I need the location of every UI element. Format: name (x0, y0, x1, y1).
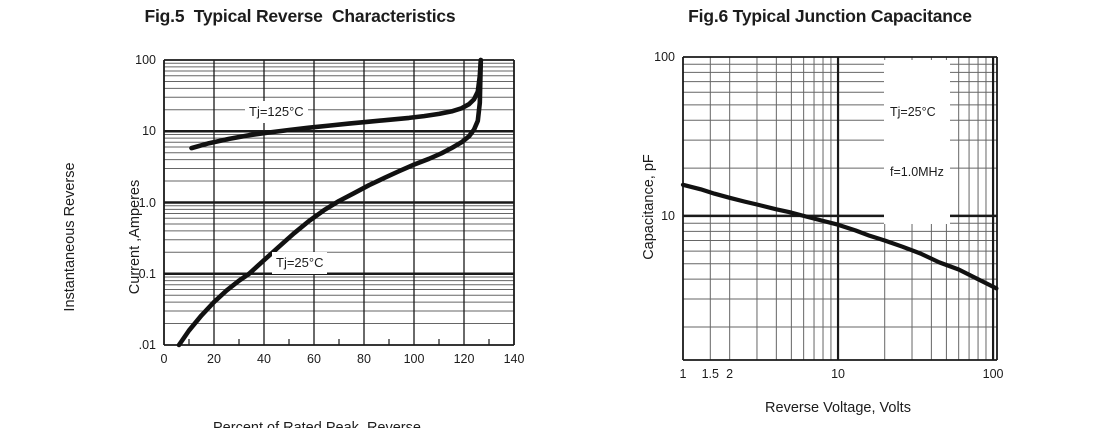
fig5-y-tick-label: .01 (138, 338, 156, 352)
fig5-annotation-tj125: Tj=125°C (245, 101, 308, 124)
fig6-x-tick-label: 10 (831, 367, 845, 381)
fig5-x-tick-label: 120 (453, 352, 475, 366)
fig6-x-tick-label: 100 (982, 367, 1004, 381)
fig5-x-tick-label: 40 (257, 352, 271, 366)
fig5-x-axis-title-line1: Percent of Rated Peak Reverse (213, 419, 421, 428)
fig5-y-tick-label: 0.1 (138, 266, 156, 281)
fig5-x-tick-label: 80 (357, 352, 371, 366)
fig6-x-tick-label: 2 (726, 367, 734, 381)
fig5-annotation-tj25: Tj=25°C (272, 252, 328, 275)
fig6-x-tick-label: 1.5 (701, 367, 719, 381)
fig5-x-tick-label: 100 (403, 352, 425, 366)
fig6-y-axis-title: Capacitance, pF (641, 154, 658, 260)
fig5-y-axis-title-line1: Instantaneous Reverse (61, 162, 78, 312)
fig6-x-axis-title: Reverse Voltage, Volts (765, 400, 911, 416)
fig5-y-axis-title-line2: Current ,Amperes (126, 179, 143, 295)
fig6-x-tick-label: 1 (679, 367, 687, 381)
fig5-y-tick-label: 100 (135, 53, 156, 67)
fig5-x-axis-title: Percent of Rated Peak Reverse Voltage, % (213, 374, 421, 428)
fig5-y-tick-label: 1.0 (138, 195, 156, 210)
fig5-x-tick-label: 0 (160, 352, 168, 366)
fig6-title: Fig.6 Typical Junction Capacitance (688, 6, 972, 26)
fig6-annotation-tj25: Tj=25°C (890, 105, 936, 119)
fig5-curve-0 (189, 57, 484, 151)
fig5-curve-1 (176, 57, 484, 348)
fig5-x-tick-label: 20 (207, 352, 221, 366)
fig6-curve-0 (680, 182, 999, 291)
fig5-y-tick-label: 10 (142, 124, 156, 139)
fig6-annotation-conditions: Tj=25°C f=1.0MHz (884, 60, 950, 224)
fig5-y-axis-title: Instantaneous Reverse Current ,Amperes (16, 162, 190, 311)
fig6-y-tick-label: 100 (654, 50, 675, 64)
fig5-title: Fig.5 Typical Reverse Characteristics (144, 6, 456, 26)
fig6-y-tick-label: 10 (661, 208, 675, 223)
fig6-annotation-frequency: f=1.0MHz (890, 165, 944, 179)
fig5-x-tick-label: 140 (503, 352, 525, 366)
fig5-x-tick-label: 60 (307, 352, 321, 366)
